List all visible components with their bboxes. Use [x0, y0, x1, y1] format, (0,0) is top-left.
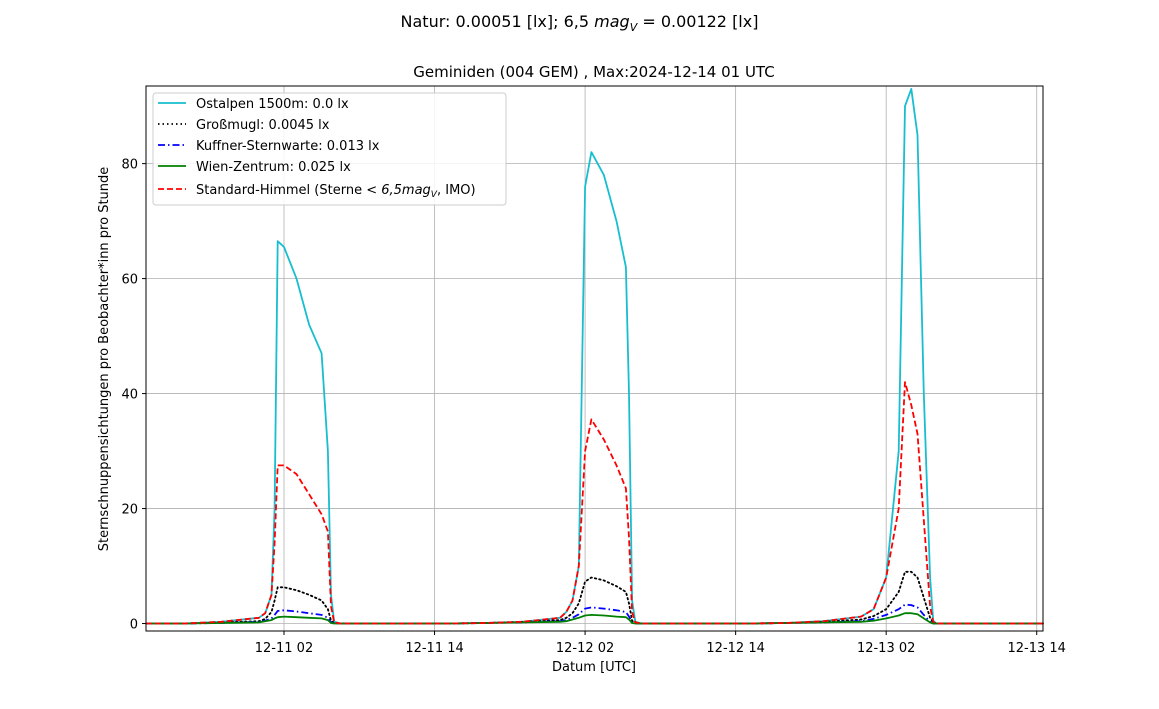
figure-suptitle: Natur: 0.00051 [lx]; 6,5 magV = 0.00122 …: [0, 12, 1159, 34]
y-axis-label: Sternschnuppensichtungen pro Beobachter*…: [97, 167, 112, 552]
legend-label-1: Großmugl: 0.0045 lx: [196, 118, 330, 133]
series-layer: [145, 88, 1044, 625]
suptitle-suffix: = 0.00122 [lx]: [637, 12, 759, 31]
suptitle-mag: mag: [594, 12, 630, 31]
y-tick-label: 80: [121, 158, 138, 173]
legend-label-3: Wien-Zentrum: 0.025 lx: [196, 160, 351, 175]
y-tick-label: 60: [121, 273, 138, 288]
chart-title: Geminiden (004 GEM) , Max:2024-12-14 01 …: [413, 63, 774, 81]
x-tick-label: 12-11 02: [255, 641, 313, 656]
axis-ticks: 12-11 02 12-11 14 12-12 02 12-12 14 12-13 02…: [121, 158, 1066, 656]
series-line-2: [146, 603, 1043, 625]
legend: Ostalpen 1500m: 0.0 lx Großmugl: 0.0045 l…: [152, 92, 507, 206]
x-tick-label: 12-12 02: [556, 641, 614, 656]
legend-label-4: Standard-Himmel (Sterne < 6,5magV, IMO): [196, 183, 476, 200]
y-tick-label: 0: [130, 618, 138, 633]
legend-label-2: Kuffner-Sternwarte: 0.013 lx: [196, 139, 380, 154]
series-line-0: [146, 88, 1043, 625]
suptitle-sub: V: [629, 21, 638, 35]
x-tick-label: 12-11 14: [405, 641, 463, 656]
plot-frame: [145, 85, 1044, 632]
series-line-1: [145, 570, 1044, 625]
legend-math-sub: V: [431, 190, 438, 200]
legend-label-0: Ostalpen 1500m: 0.0 lx: [196, 97, 349, 112]
series-line-4: [146, 381, 1043, 625]
series-line-3: [146, 612, 1043, 625]
x-axis-label: Datum [UTC]: [552, 660, 636, 675]
x-tick-label: 12-12 14: [706, 641, 764, 656]
y-tick-label: 40: [121, 388, 138, 403]
x-tick-label: 12-13 02: [857, 641, 915, 656]
legend-math-tail: , IMO): [437, 183, 476, 198]
y-tick-label: 20: [121, 503, 138, 518]
legend-box: [152, 92, 507, 206]
x-tick-label: 12-13 14: [1008, 641, 1066, 656]
suptitle-prefix: Natur: 0.00051 [lx]; 6,5: [400, 12, 595, 31]
legend-math-lt: < 6,5: [362, 183, 402, 198]
legend-math-mag: mag: [402, 183, 431, 198]
